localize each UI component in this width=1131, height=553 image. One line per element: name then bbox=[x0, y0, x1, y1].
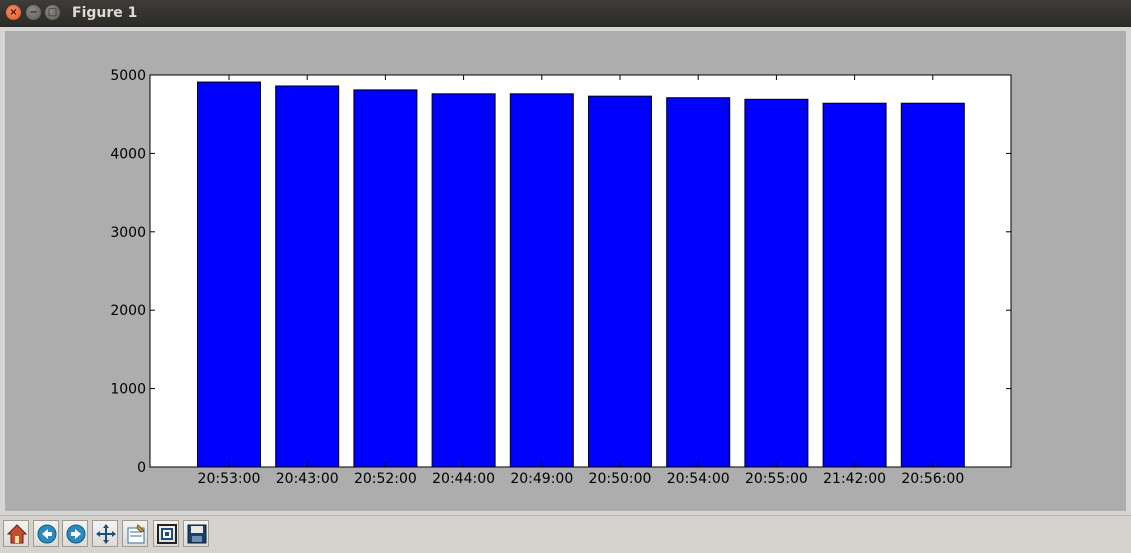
navigation-toolbar bbox=[0, 515, 1131, 553]
y-tick-label: 2000 bbox=[110, 303, 146, 319]
bar bbox=[588, 95, 652, 468]
figure-canvas[interactable]: 0 1000 2000 3000 4000 5000 20:53:00 20:43:00 20… bbox=[0, 27, 1131, 515]
y-tick-label: 0 bbox=[137, 460, 146, 476]
x-tick-label: 20:52:00 bbox=[354, 471, 417, 487]
home-button[interactable] bbox=[3, 520, 29, 547]
back-button[interactable] bbox=[33, 520, 59, 547]
home-icon bbox=[6, 524, 28, 544]
x-tick-label: 20:43:00 bbox=[276, 471, 339, 487]
y-tick-label: 5000 bbox=[110, 68, 146, 84]
bar bbox=[744, 98, 809, 468]
forward-button[interactable] bbox=[62, 520, 88, 547]
zoom-rect-icon bbox=[157, 524, 177, 544]
configure-subplots-icon bbox=[127, 524, 145, 544]
maximize-window-button[interactable]: □ bbox=[45, 5, 60, 20]
window-titlebar: × − □ Figure 1 bbox=[0, 0, 1131, 27]
bar bbox=[197, 81, 261, 468]
x-tick-label: 20:56:00 bbox=[901, 471, 964, 487]
zoom-rect-button[interactable] bbox=[153, 520, 179, 547]
window-title: Figure 1 bbox=[72, 5, 138, 21]
x-tick-label: 20:44:00 bbox=[432, 471, 495, 487]
bar bbox=[431, 93, 496, 468]
configure-subplots-button[interactable] bbox=[122, 520, 148, 547]
bar bbox=[353, 89, 418, 468]
x-tick-label: 20:54:00 bbox=[667, 471, 730, 487]
x-tick-label: 20:49:00 bbox=[510, 471, 573, 487]
close-window-button[interactable]: × bbox=[6, 5, 21, 20]
x-tick-label: 20:55:00 bbox=[745, 471, 808, 487]
pan-icon bbox=[96, 524, 116, 544]
bar bbox=[666, 97, 731, 468]
x-tick-label: 20:53:00 bbox=[198, 471, 261, 487]
y-tick-label: 4000 bbox=[110, 146, 146, 162]
forward-icon bbox=[66, 524, 86, 544]
back-icon bbox=[37, 524, 57, 544]
y-tick-label: 3000 bbox=[110, 225, 146, 241]
minimize-window-button[interactable]: − bbox=[26, 5, 41, 20]
x-tick-label: 21:42:00 bbox=[823, 471, 886, 487]
bar-chart: 0 1000 2000 3000 4000 5000 20:53:00 20:43:00 20… bbox=[5, 31, 1126, 511]
save-button[interactable] bbox=[183, 520, 209, 547]
bar bbox=[275, 85, 340, 468]
y-tick-label: 1000 bbox=[110, 382, 146, 398]
bar bbox=[900, 102, 965, 468]
pan-button[interactable] bbox=[92, 520, 118, 547]
save-icon bbox=[187, 524, 207, 544]
x-tick-label: 20:50:00 bbox=[589, 471, 652, 487]
bar bbox=[822, 102, 887, 468]
bar bbox=[509, 93, 574, 468]
